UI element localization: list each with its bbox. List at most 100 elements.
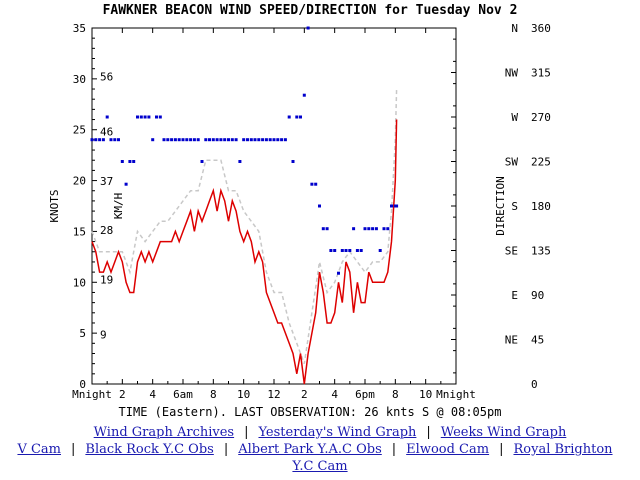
direction-point (257, 138, 261, 142)
direction-point (390, 204, 393, 208)
x-tick-label: 10 (419, 388, 432, 401)
x-tick-label: 6pm (355, 388, 375, 401)
direction-point (158, 115, 162, 119)
direction-point (371, 227, 375, 231)
direction-tick-label: 180 (531, 200, 551, 213)
x-tick-label: Mnight (72, 388, 112, 401)
direction-series (90, 26, 399, 275)
link-bar: Wind Graph Archives | Yesterday's Wind Gra… (0, 424, 640, 474)
direction-point (242, 138, 246, 142)
direction-point (101, 138, 105, 142)
y-axis-label-direction: DIRECTION (494, 176, 507, 236)
direction-tick-label: 90 (531, 289, 544, 302)
direction-point (276, 138, 280, 142)
direction-point (386, 227, 390, 231)
direction-point (261, 138, 265, 142)
link-separator: | (391, 442, 397, 457)
direction-point (204, 138, 208, 142)
link-albert-park-yac-obs[interactable]: Albert Park Y.A.C Obs (238, 442, 382, 457)
direction-point (155, 115, 158, 119)
direction-point (295, 115, 299, 119)
kmh-tick-label: 37 (100, 175, 113, 188)
compass-label: E (511, 289, 518, 302)
link-elwood-cam[interactable]: Elwood Cam (406, 442, 490, 457)
direction-point (325, 227, 329, 231)
direction-point (192, 138, 196, 142)
direction-tick-label: 225 (531, 156, 551, 169)
link-row-2: V Cam | Black Rock Y.C Obs | Albert Park Y.A… (0, 441, 640, 458)
link-wind-graph-archives[interactable]: Wind Graph Archives (93, 425, 235, 440)
x-tick-label: 8 (392, 388, 399, 401)
link-black-rock-yc-obs[interactable]: Black Rock Y.C Obs (85, 442, 214, 457)
wind-chart: FAWKNER BEACON WIND SPEED/DIRECTION for … (48, 3, 551, 419)
direction-point (299, 115, 302, 119)
compass-label: N (511, 22, 518, 35)
link-weeks-wind-graph[interactable]: Weeks Wind Graph (440, 425, 567, 440)
direction-point (117, 138, 120, 142)
x-tick-label: 4 (149, 388, 156, 401)
compass-label: SW (505, 156, 519, 169)
direction-point (105, 115, 109, 119)
gust-series (91, 88, 398, 364)
direction-point (151, 138, 155, 142)
y-axis-label-knots: KNOTS (48, 189, 61, 222)
direction-point (189, 138, 193, 142)
link-v-cam[interactable]: V Cam (17, 442, 61, 457)
direction-point (94, 138, 98, 142)
y-tick-label: 15 (73, 225, 86, 238)
direction-point (310, 182, 314, 186)
direction-point (318, 204, 321, 208)
direction-point (219, 138, 223, 142)
direction-point (272, 138, 276, 142)
direction-point (367, 227, 371, 231)
x-tick-label: 2 (301, 388, 308, 401)
direction-point (128, 160, 132, 163)
compass-label: S (511, 200, 518, 213)
x-tick-label: Mnight (436, 388, 476, 401)
direction-point (170, 138, 174, 142)
direction-point (246, 138, 249, 142)
link-royal-brighton[interactable]: Royal Brighton (513, 442, 613, 457)
compass-label: NW (505, 67, 519, 80)
direction-point (395, 204, 399, 208)
gust-line (91, 88, 398, 364)
y-axis-label-kmh: KM/H (112, 193, 125, 220)
direction-point (223, 138, 227, 142)
direction-point (302, 93, 306, 97)
direction-point (113, 138, 117, 142)
direction-tick-label: 135 (531, 245, 551, 258)
compass-label: SE (505, 245, 518, 258)
x-tick-label: 10 (237, 388, 250, 401)
direction-point (166, 138, 170, 142)
direction-point (200, 160, 204, 163)
direction-point (280, 138, 284, 142)
x-tick-label: 4 (331, 388, 338, 401)
link-yesterdays-wind-graph[interactable]: Yesterday's Wind Graph (258, 425, 417, 440)
direction-point (132, 160, 136, 163)
axes: Mnight 2 4 6am 8 10 12 2 4 6pm 8 10 Mnight0510152025… (72, 22, 551, 401)
direction-point (109, 138, 113, 142)
direction-point (215, 138, 219, 142)
direction-point (344, 249, 348, 252)
direction-point (337, 271, 340, 275)
direction-tick-label: 0 (531, 378, 538, 391)
x-tick-label: 12 (267, 388, 280, 401)
direction-point (173, 138, 177, 142)
link-separator: | (499, 442, 504, 457)
direction-point (363, 227, 367, 231)
direction-point (321, 227, 325, 231)
link-separator: | (223, 442, 229, 457)
direction-point (238, 160, 242, 163)
direction-point (143, 115, 147, 119)
direction-point (208, 138, 211, 142)
direction-point (249, 138, 253, 142)
direction-point (162, 138, 166, 142)
direction-point (287, 115, 291, 119)
direction-point (90, 138, 94, 142)
kmh-tick-label: 28 (100, 224, 113, 237)
link-yc-cam[interactable]: Y.C Cam (292, 459, 348, 474)
direction-point (177, 138, 181, 142)
x-tick-label: 6am (173, 388, 193, 401)
direction-point (352, 227, 356, 231)
link-row-3: Y.C Cam (0, 458, 640, 475)
